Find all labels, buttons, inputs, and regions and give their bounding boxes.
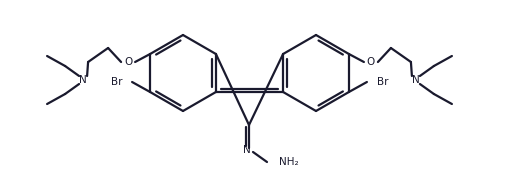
Text: O: O [367, 57, 375, 67]
Text: N: N [79, 75, 87, 85]
Text: N: N [243, 145, 251, 155]
Text: Br: Br [377, 77, 388, 87]
Text: N: N [412, 75, 420, 85]
Text: O: O [124, 57, 132, 67]
Text: NH₂: NH₂ [279, 157, 299, 167]
Text: Br: Br [111, 77, 122, 87]
